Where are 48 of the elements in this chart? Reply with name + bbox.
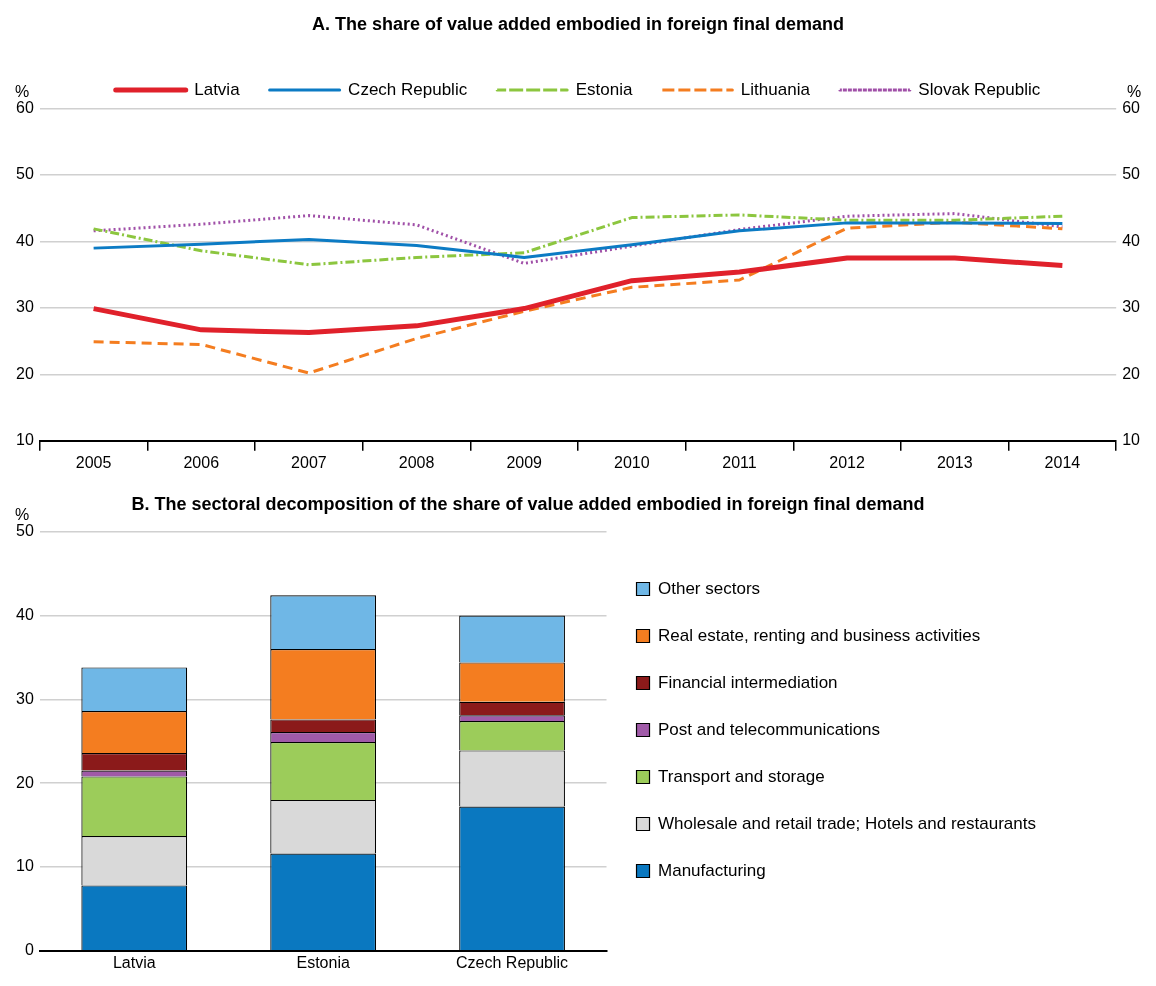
x-tick-label: 2006 [183,453,220,471]
legend-label: Czech Republic [348,79,468,99]
y-tick-label: 30 [16,689,34,707]
legend-label: Real estate, renting and business activities [658,625,981,645]
legend-label: Slovak Republic [918,79,1041,99]
y-axis-title: % [14,83,30,101]
x-tick-label: Estonia [296,953,350,971]
chart-title: A. The share of value added embodied in foreign final demand [311,13,845,34]
x-tick-label: 2014 [1044,453,1081,471]
x-tick-label: 2009 [506,453,543,471]
legend-label: Transport and storage [658,766,825,786]
y-tick-label: 0 [24,941,34,959]
x-tick-label: 2010 [614,453,650,471]
legend-label: Latvia [194,79,241,99]
x-tick-label: Latvia [112,953,156,971]
y-tick-label: 60 [16,99,34,117]
y-axis-title: % [14,506,30,524]
x-tick-label: 2007 [291,453,327,471]
chart-title: B. The sectoral decomposition of the share of value added embodied in foreign final demand [131,493,925,514]
y-tick-label: 40 [16,231,34,249]
y2-tick-label: 20 [1122,364,1141,382]
y2-tick-label: 60 [1122,99,1141,117]
legend-label: Lithuania [740,79,811,99]
x-tick-label: 2005 [75,453,112,471]
y2-tick-label: 50 [1122,165,1141,183]
y2-tick-label: 10 [1122,431,1141,449]
y2-tick-label: 30 [1122,298,1141,316]
legend-label: Post and telecommunications [658,719,881,739]
legend-label: Financial intermediation [658,672,838,692]
y2-tick-label: 40 [1122,231,1141,249]
x-tick-label: 2008 [398,453,435,471]
legend-label: Estonia [575,79,633,99]
y-tick-label: 50 [16,165,34,183]
y-tick-label: 10 [16,431,34,449]
y-tick-label: 10 [16,857,34,875]
x-tick-label: 2011 [722,453,757,471]
y-tick-label: 30 [16,298,34,316]
legend-label: Manufacturing [658,860,766,880]
y-tick-label: 50 [16,522,34,540]
legend-label: Other sectors [658,578,761,598]
y-tick-label: 20 [16,364,34,382]
legend-label: Wholesale and retail trade; Hotels and restaurants [658,813,1036,833]
y-tick-label: 20 [16,773,34,791]
x-tick-label: 2013 [936,453,973,471]
x-tick-label: Czech Republic [456,953,569,971]
y2-axis-title: % [1126,83,1142,101]
y-tick-label: 40 [16,605,34,623]
x-tick-label: 2012 [829,453,865,471]
